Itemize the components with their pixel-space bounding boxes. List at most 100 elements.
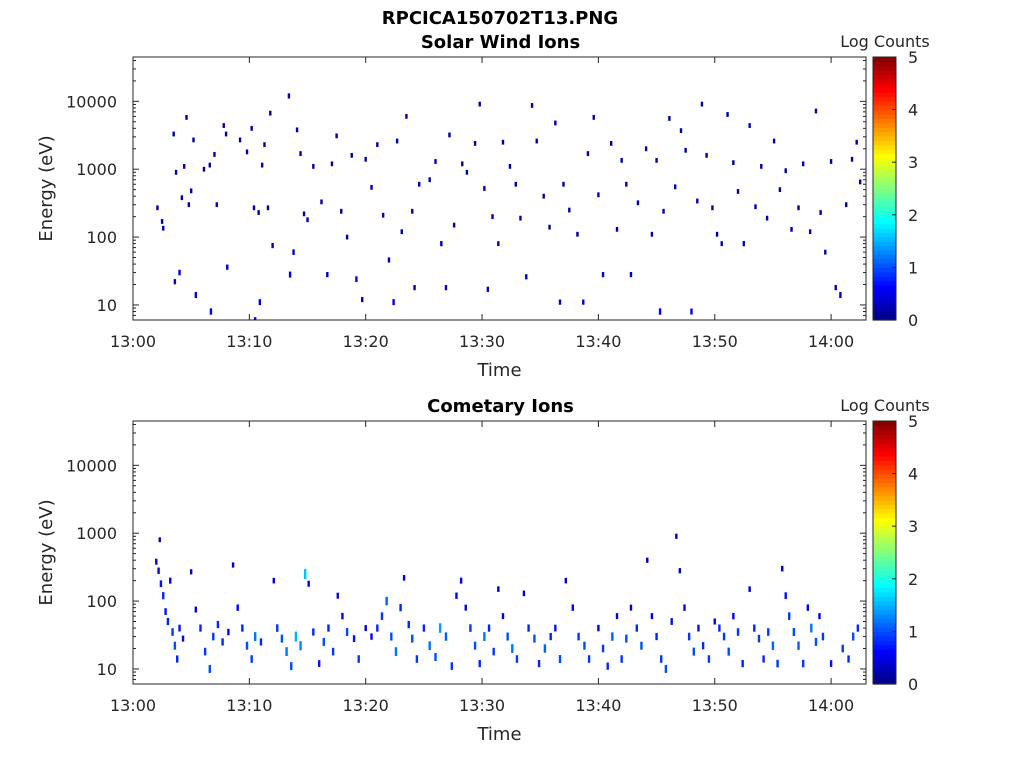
- heatmap-cell: [819, 210, 822, 215]
- heatmap-cell: [361, 296, 364, 303]
- heatmap-cell: [258, 299, 262, 306]
- colorbar-segment: [873, 249, 896, 255]
- heatmap-cell: [473, 641, 477, 650]
- heatmap-cell: [601, 271, 605, 278]
- heatmap-cell: [508, 163, 512, 169]
- heatmap-cell: [722, 632, 726, 641]
- colorbar-segment: [873, 267, 896, 273]
- heatmap-cell: [231, 562, 235, 568]
- plot-frame: [132, 56, 867, 321]
- heatmap-cell: [784, 592, 787, 600]
- x-tick-label: 14:00: [808, 696, 854, 715]
- heatmap-cell: [788, 612, 791, 620]
- heatmap-cell: [839, 292, 842, 299]
- heatmap-cell: [606, 662, 609, 670]
- x-axis-label: Time: [476, 360, 521, 381]
- heatmap-cell: [312, 628, 315, 636]
- heatmap-cell: [294, 631, 298, 642]
- heatmap-cell: [501, 613, 505, 620]
- heatmap-cell: [173, 641, 177, 650]
- heatmap-cell: [222, 123, 225, 128]
- heatmap-cell: [461, 161, 464, 167]
- heatmap-cell: [157, 567, 160, 574]
- colorbar-segment: [873, 206, 896, 212]
- colorbar-segment: [873, 74, 896, 80]
- heatmap-cell: [483, 186, 486, 191]
- heatmap-cell: [299, 641, 302, 651]
- heatmap-cell: [227, 628, 230, 636]
- heatmap-cell: [434, 652, 437, 661]
- colorbar-segment: [873, 491, 896, 497]
- colorbar-segment: [873, 517, 896, 523]
- heatmap-cell: [202, 166, 206, 172]
- heatmap-cell: [620, 157, 623, 163]
- heatmap-cell: [252, 205, 256, 211]
- colorbar-segment: [873, 157, 896, 163]
- colorbar-segment: [873, 135, 896, 141]
- heatmap-cell: [355, 276, 358, 282]
- heatmap-cell: [326, 271, 329, 278]
- heatmap-cell: [533, 634, 536, 643]
- colorbar-segment: [873, 61, 896, 67]
- heatmap-cell: [582, 299, 585, 305]
- heatmap-cell: [307, 580, 310, 587]
- x-tick-label: 13:00: [110, 696, 156, 715]
- heatmap-cell: [428, 177, 431, 183]
- heatmap-cell: [664, 664, 668, 673]
- heatmap-cell: [387, 257, 391, 263]
- heatmap-cell: [180, 195, 184, 201]
- colorbar-segment: [873, 675, 896, 681]
- colorbar-segment: [873, 263, 896, 268]
- x-tick-label: 13:50: [692, 696, 738, 715]
- heatmap-cell: [501, 139, 505, 145]
- colorbar-segment: [873, 578, 896, 584]
- heatmap-cell: [303, 568, 307, 580]
- heatmap-cell: [174, 169, 178, 175]
- heatmap-cell: [543, 644, 547, 653]
- colorbar-segment: [873, 442, 896, 448]
- colorbar-segment: [873, 113, 896, 119]
- heatmap-cell: [444, 632, 448, 641]
- heatmap-cell: [392, 299, 395, 306]
- colorbar-tick-label: 1: [908, 622, 918, 641]
- heatmap-cell: [253, 317, 257, 320]
- heatmap-cell: [611, 632, 614, 641]
- heatmap-cell: [415, 655, 419, 663]
- x-axis-label: Time: [476, 724, 521, 745]
- heatmap-cell: [162, 592, 165, 600]
- colorbar-segment: [873, 302, 896, 308]
- heatmap-cell: [726, 112, 729, 117]
- heatmap-cell: [542, 193, 545, 199]
- heatmap-cell: [212, 632, 215, 641]
- colorbar-segment: [873, 214, 896, 220]
- heatmap-cell: [288, 271, 292, 278]
- heatmap-cell: [216, 621, 220, 629]
- heatmap-cell: [748, 586, 751, 592]
- colorbar-segment: [873, 96, 896, 102]
- colorbar-segment: [873, 438, 896, 444]
- x-tick-label: 14:00: [808, 332, 854, 351]
- colorbar-segment: [873, 280, 896, 286]
- heatmap-cell: [166, 617, 170, 626]
- colorbar-segment: [873, 184, 896, 190]
- heatmap-cell: [597, 192, 600, 198]
- heatmap-cell: [673, 184, 677, 190]
- colorbar-segment: [873, 618, 896, 624]
- colorbar-segment: [873, 109, 896, 115]
- heatmap-cell: [558, 655, 562, 664]
- heatmap-cell: [260, 162, 264, 168]
- heatmap-cell: [381, 212, 385, 218]
- colorbar-segment: [873, 508, 896, 514]
- heatmap-cell: [236, 604, 239, 611]
- heatmap-cell: [732, 612, 735, 620]
- colorbar-segment: [873, 78, 896, 84]
- heatmap-cell: [515, 655, 519, 663]
- colorbar-segment: [873, 210, 896, 216]
- colorbar-segment: [873, 87, 896, 93]
- heatmap-cell: [810, 623, 813, 633]
- colorbar-segment: [873, 175, 896, 181]
- heatmap-cell: [801, 659, 805, 668]
- colorbar-segment: [873, 434, 896, 440]
- heatmap-cell: [629, 604, 633, 611]
- heatmap-cell: [292, 249, 295, 255]
